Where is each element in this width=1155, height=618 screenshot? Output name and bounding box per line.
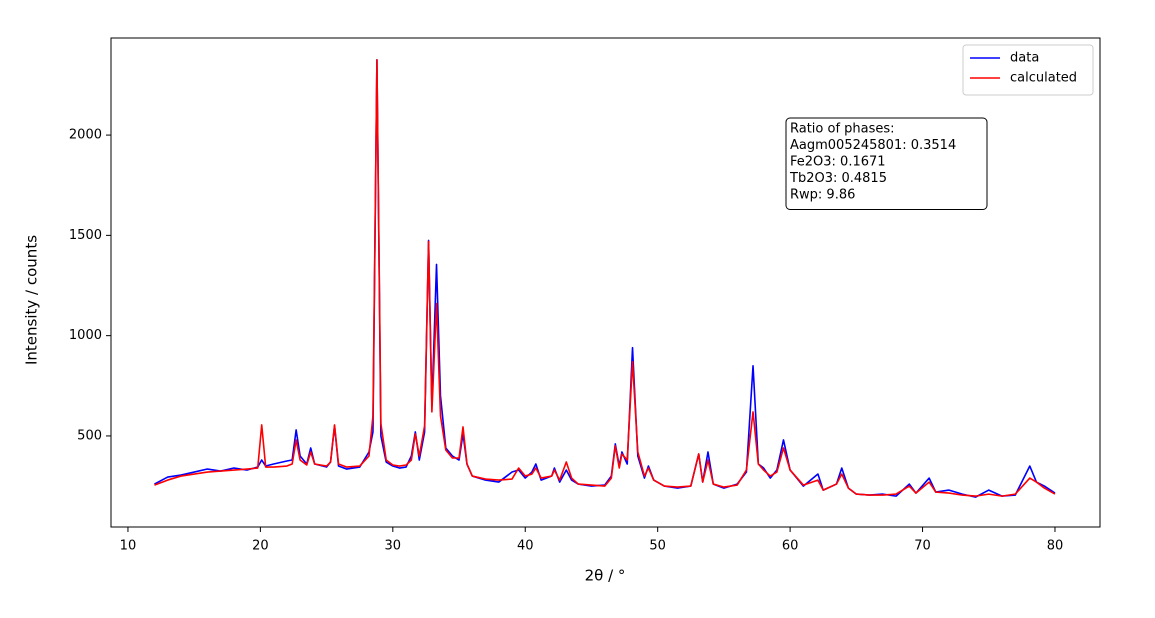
annotation-line: Rwp: 9.86	[790, 188, 855, 203]
annotation-line: Ratio of phases:	[790, 122, 895, 137]
x-tick-label: 50	[649, 539, 666, 554]
x-tick-label: 60	[782, 539, 799, 554]
annotation-line: Aagm005245801: 0.3514	[790, 138, 956, 153]
y-tick-label: 500	[77, 428, 102, 443]
annotation-line: Tb2O3: 0.4815	[789, 171, 887, 186]
x-tick-label: 70	[914, 539, 931, 554]
legend-label: calculated	[1010, 71, 1077, 86]
plot-frame	[110, 37, 1101, 528]
y-tick-label: 1500	[69, 228, 102, 243]
y-axis-label: Intensity / counts	[23, 235, 41, 365]
x-tick-label: 40	[517, 539, 534, 554]
legend-label: data	[1010, 51, 1039, 66]
y-tick-label: 1000	[69, 328, 102, 343]
data-line	[154, 59, 1056, 497]
x-axis-label: 2θ / °	[585, 567, 626, 585]
y-tick-label: 2000	[69, 128, 102, 143]
x-tick-label: 20	[252, 539, 269, 554]
annotation-box	[785, 117, 988, 210]
x-tick-label: 80	[1047, 539, 1064, 554]
annotation-line: Fe2O3: 0.1671	[790, 155, 886, 170]
x-tick-label: 10	[120, 539, 137, 554]
x-tick-label: 30	[385, 539, 402, 554]
